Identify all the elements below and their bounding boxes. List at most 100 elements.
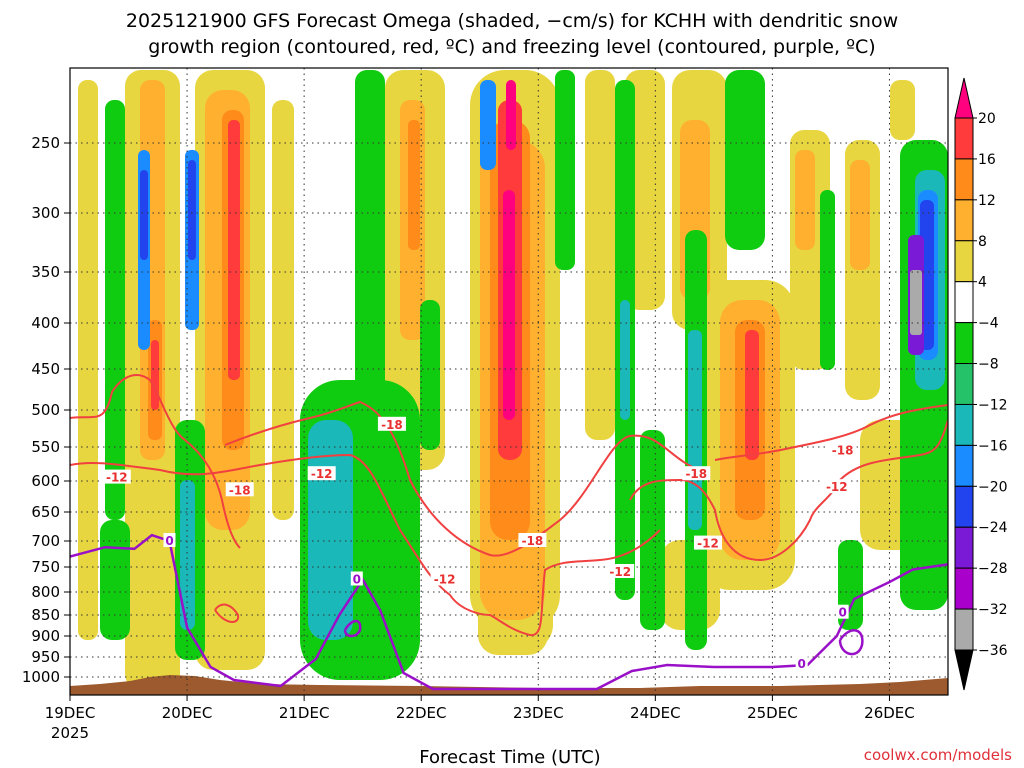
x-axis-title: Forecast Time (UTC) xyxy=(419,747,600,768)
colorbar-label: 20 xyxy=(978,111,996,127)
dgz-contour-label: -18 xyxy=(229,483,251,497)
colorbar-label: −24 xyxy=(978,520,1008,536)
x-tick-label: 20DEC xyxy=(162,704,213,722)
y-tick-label: 650 xyxy=(31,503,60,521)
dgz-contour-label-bg xyxy=(307,466,336,481)
omega-shading-layer xyxy=(78,70,948,690)
dgz-contour-label-bg xyxy=(430,571,459,586)
freezing-contour-label: 0 xyxy=(353,573,361,587)
x-axis-ticks: 19DEC 20DEC 21DEC 22DEC 23DEC 24DEC 25DEC 26DEC xyxy=(45,695,915,722)
colorbar-min-triangle xyxy=(954,649,974,691)
colorbar-label: 4 xyxy=(978,275,987,291)
dgz-contour-label-bg xyxy=(682,466,711,481)
freezing-level-loop-2 xyxy=(838,629,864,656)
x-tick-label: 21DEC xyxy=(279,704,330,722)
y-tick-label: 600 xyxy=(31,472,60,490)
chart-title-line1: 2025121900 GFS Forecast Omega (shaded, −… xyxy=(126,10,898,32)
credit-text: coolwx.com/models xyxy=(864,746,1012,764)
colorbar-label: −16 xyxy=(978,438,1008,454)
colorbar-swatch xyxy=(954,526,974,569)
freezing-contour-label-bg xyxy=(350,571,363,586)
colorbar-label: 16 xyxy=(978,152,996,168)
x-axis-year-label: 2025 xyxy=(51,724,89,742)
plot-frame xyxy=(69,67,949,696)
freezing-level-contour xyxy=(70,533,948,691)
y-tick-label: 1000 xyxy=(22,668,60,686)
colorbar-label: −32 xyxy=(978,602,1008,618)
dgz-contour-minus18 xyxy=(70,374,241,549)
colorbar: 20 16 12 8 4 −4 −8 −12 −16 −20 −24 −28 −32 −36 xyxy=(954,77,1008,691)
y-tick-label: 950 xyxy=(31,648,60,666)
colorbar-label: −8 xyxy=(978,357,999,373)
y-axis-ticks: 250 300 350 400 450 500 550 600 650 700 750 800 850 9… xyxy=(22,134,70,686)
dgz-contour-label: -12 xyxy=(106,471,128,485)
colorbar-label: −28 xyxy=(978,561,1008,577)
dgz-contour-label: -12 xyxy=(609,565,631,579)
x-tick-label: 22DEC xyxy=(396,704,447,722)
colorbar-swatch xyxy=(954,158,974,201)
colorbar-label: 8 xyxy=(978,234,987,250)
dgz-contour-minus12-east xyxy=(629,419,948,562)
freezing-contour-label-bg xyxy=(836,604,849,619)
colorbar-label: −20 xyxy=(978,479,1008,495)
y-tick-label: 800 xyxy=(31,583,60,601)
y-tick-label: 350 xyxy=(31,263,60,281)
dgz-contour-label-bg xyxy=(102,469,131,484)
colorbar-label: 12 xyxy=(978,193,996,209)
dgz-contour-label: -12 xyxy=(826,480,848,494)
colorbar-label: −36 xyxy=(978,643,1008,659)
y-tick-label: 900 xyxy=(31,627,60,645)
x-tick-label: 19DEC xyxy=(45,704,96,722)
dgz-contour-label-bg xyxy=(518,533,547,547)
x-tick-label: 25DEC xyxy=(747,704,798,722)
colorbar-label: −4 xyxy=(978,316,999,332)
dgz-contour-loop xyxy=(214,603,240,623)
dgz-contour-label-bg xyxy=(828,442,857,457)
omega-band-gray xyxy=(910,270,922,335)
dgz-contour-label: -18 xyxy=(522,534,544,548)
y-tick-label: 750 xyxy=(31,558,60,576)
y-tick-label: 550 xyxy=(31,438,60,456)
contour-labels: -12 -18 -12 -18 -18 -12 -12 -18 -12 -18 -12 0 0 0 0 xyxy=(102,416,857,671)
colorbar-swatch xyxy=(954,363,974,405)
colorbar-swatch xyxy=(954,485,974,528)
x-tick-label: 24DEC xyxy=(630,704,681,722)
freezing-contour-label-bg xyxy=(795,656,808,671)
dgz-contour-minus18-east xyxy=(714,404,948,461)
dgz-contour-label-bg xyxy=(377,416,406,431)
y-tick-label: 450 xyxy=(31,360,60,378)
freezing-level-loop-1 xyxy=(343,619,362,638)
y-tick-label: 250 xyxy=(31,134,60,152)
dgz-contour-minus18-mid xyxy=(224,400,701,557)
terrain-fill xyxy=(70,675,948,695)
dgz-contour-label: -12 xyxy=(434,573,456,587)
colorbar-swatch xyxy=(954,567,974,610)
freezing-contour-label: 0 xyxy=(165,534,173,548)
y-tick-label: 300 xyxy=(31,204,60,222)
dgz-contours xyxy=(70,374,948,637)
dgz-contour-label-bg xyxy=(606,564,635,578)
dgz-contour-label-bg xyxy=(225,482,254,497)
dgz-contour-label: -12 xyxy=(697,537,719,551)
y-tick-label: 700 xyxy=(31,532,60,550)
colorbar-swatch xyxy=(954,322,974,365)
colorbar-swatch xyxy=(954,199,974,242)
x-tick-label: 23DEC xyxy=(513,704,564,722)
colorbar-swatch xyxy=(954,117,974,160)
freezing-contour-label: 0 xyxy=(797,657,805,671)
dgz-contour-label: -18 xyxy=(832,443,854,457)
colorbar-swatch xyxy=(954,444,974,487)
freezing-contour-label: 0 xyxy=(838,606,846,620)
colorbar-swatch xyxy=(954,281,974,324)
x-tick-label: 26DEC xyxy=(864,704,915,722)
colorbar-label: −12 xyxy=(978,397,1008,413)
colorbar-swatch xyxy=(954,608,974,651)
freezing-contour-label-bg xyxy=(163,533,176,547)
colorbar-max-triangle xyxy=(954,77,974,119)
dgz-contour-label-bg xyxy=(694,535,723,550)
dgz-contour-label: -12 xyxy=(311,467,333,481)
omega-band-magenta xyxy=(503,80,516,420)
y-tick-label: 400 xyxy=(31,314,60,332)
dgz-contour-label-bg xyxy=(822,479,851,494)
